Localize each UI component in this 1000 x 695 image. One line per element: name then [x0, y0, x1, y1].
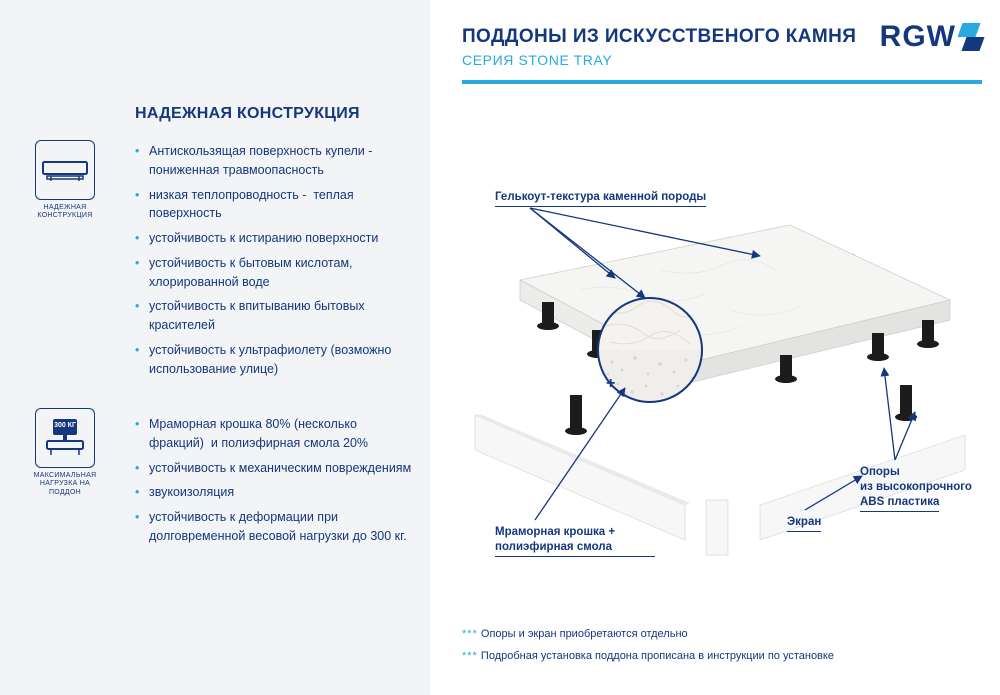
- logo-mark-icon: [960, 23, 982, 51]
- list-item: звукоизоляция: [135, 483, 415, 502]
- construction-icon: [35, 140, 95, 200]
- page: НАДЕЖНАЯ КОНСТРУКЦИЯ НАДЕЖНАЯ КОНСТРУКЦИ…: [0, 0, 1000, 695]
- icon-caption: НАДЕЖНАЯ КОНСТРУКЦИЯ: [25, 204, 105, 221]
- callout-marble: Мраморная крошка + полиэфирная смола: [495, 525, 655, 557]
- svg-text:+: +: [606, 375, 615, 392]
- list-item: Антискользящая поверхность купели - пони…: [135, 142, 415, 180]
- footnote-1: *** Опоры и экран приобретаются отдельно: [462, 628, 834, 640]
- header-rule: [462, 80, 982, 84]
- list-item: устойчивость к истиранию поверхности: [135, 229, 415, 248]
- brand-logo: RGW: [880, 20, 982, 54]
- page-subtitle: СЕРИЯ STONE TRAY: [462, 52, 612, 68]
- callout-screen: Экран: [787, 515, 821, 532]
- feature-list-1: Антискользящая поверхность купели - пони…: [135, 142, 415, 384]
- callout-gelcoat: Гелькоут-текстура каменной породы: [495, 190, 706, 207]
- list-item: устойчивость к впитыванию бытовых красит…: [135, 297, 415, 335]
- page-title: ПОДДОНЫ ИЗ ИСКУССТВЕНОГО КАМНЯ: [462, 26, 856, 48]
- list-item: устойчивость к ультрафиолету (возможно и…: [135, 341, 415, 379]
- material-zoom-circle: +: [598, 298, 702, 402]
- icon-card-construction: НАДЕЖНАЯ КОНСТРУКЦИЯ: [25, 140, 105, 221]
- icon-caption: МАКСИМАЛЬНАЯ НАГРУЗКА НА ПОДДОН: [25, 472, 105, 497]
- tray-slab: [520, 225, 950, 385]
- left-section-title: НАДЕЖНАЯ КОНСТРУКЦИЯ: [135, 105, 360, 123]
- list-item: устойчивость к механическим повреждениям: [135, 459, 415, 478]
- left-panel: НАДЕЖНАЯ КОНСТРУКЦИЯ НАДЕЖНАЯ КОНСТРУКЦИ…: [0, 0, 430, 695]
- list-item: низкая теплопроводность - теплая поверхн…: [135, 186, 415, 224]
- icon-card-load: 300 КГ МАКСИМАЛЬНАЯ НАГРУЗКА НА ПОДДОН: [25, 408, 105, 497]
- load-icon: 300 КГ: [35, 408, 95, 468]
- svg-text:300 КГ: 300 КГ: [54, 422, 76, 429]
- footnote-2: *** Подробная установка поддона прописан…: [462, 650, 834, 662]
- callout-legs: Опоры из высокопрочного ABS пластика: [860, 465, 980, 512]
- product-diagram: + Гельк: [460, 160, 980, 590]
- footnotes: *** Опоры и экран приобретаются отдельно…: [462, 628, 834, 672]
- list-item: устойчивость к деформации при долговреме…: [135, 508, 415, 546]
- list-item: Мраморная крошка 80% (несколько фракций)…: [135, 415, 415, 453]
- logo-text: RGW: [880, 20, 956, 54]
- feature-list-2: Мраморная крошка 80% (несколько фракций)…: [135, 415, 415, 552]
- list-item: устойчивость к бытовым кислотам, хлориро…: [135, 254, 415, 292]
